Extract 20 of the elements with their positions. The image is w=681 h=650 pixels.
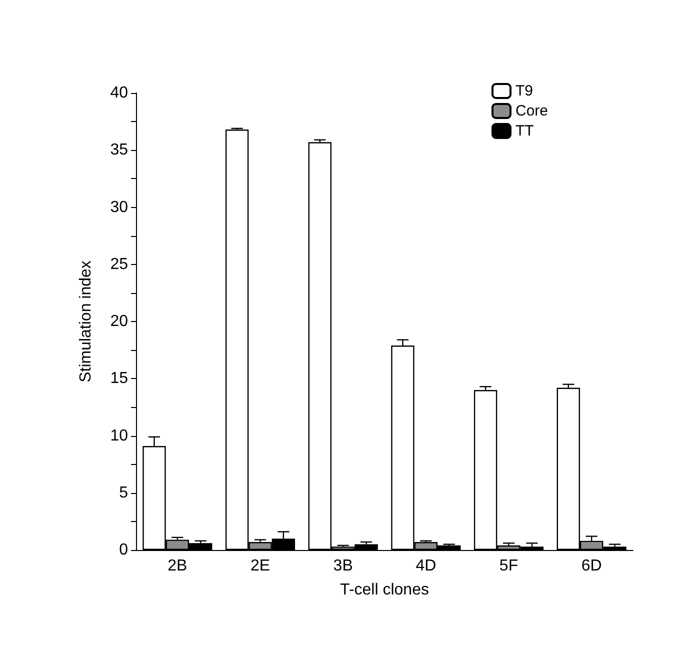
y-tick-label: 35 xyxy=(110,142,128,159)
y-tick-label: 30 xyxy=(110,198,128,216)
x-tick-label: 2B xyxy=(168,558,188,574)
y-axis-title: Stimulation index xyxy=(78,260,94,382)
y-tick-label: 10 xyxy=(110,427,128,444)
y-tick-label: 40 xyxy=(110,84,128,102)
y-tick-label: 20 xyxy=(110,313,128,330)
legend-label: T9 xyxy=(515,82,534,100)
x-tick-label: 5F xyxy=(499,558,518,574)
legend-label: TT xyxy=(515,122,534,140)
x-tick-label: 6D xyxy=(581,558,602,574)
x-axis-title: T-cell clones xyxy=(340,582,429,598)
y-tick-label: 0 xyxy=(119,542,128,558)
y-tick-label: 25 xyxy=(110,256,128,273)
x-tick-label: 4D xyxy=(416,558,436,574)
y-tick-label: 15 xyxy=(110,370,128,388)
y-tick-label: 5 xyxy=(119,484,128,502)
legend-label: Core xyxy=(515,102,548,120)
x-tick-label: 2E xyxy=(250,558,270,574)
x-tick-label: 3B xyxy=(333,558,353,574)
